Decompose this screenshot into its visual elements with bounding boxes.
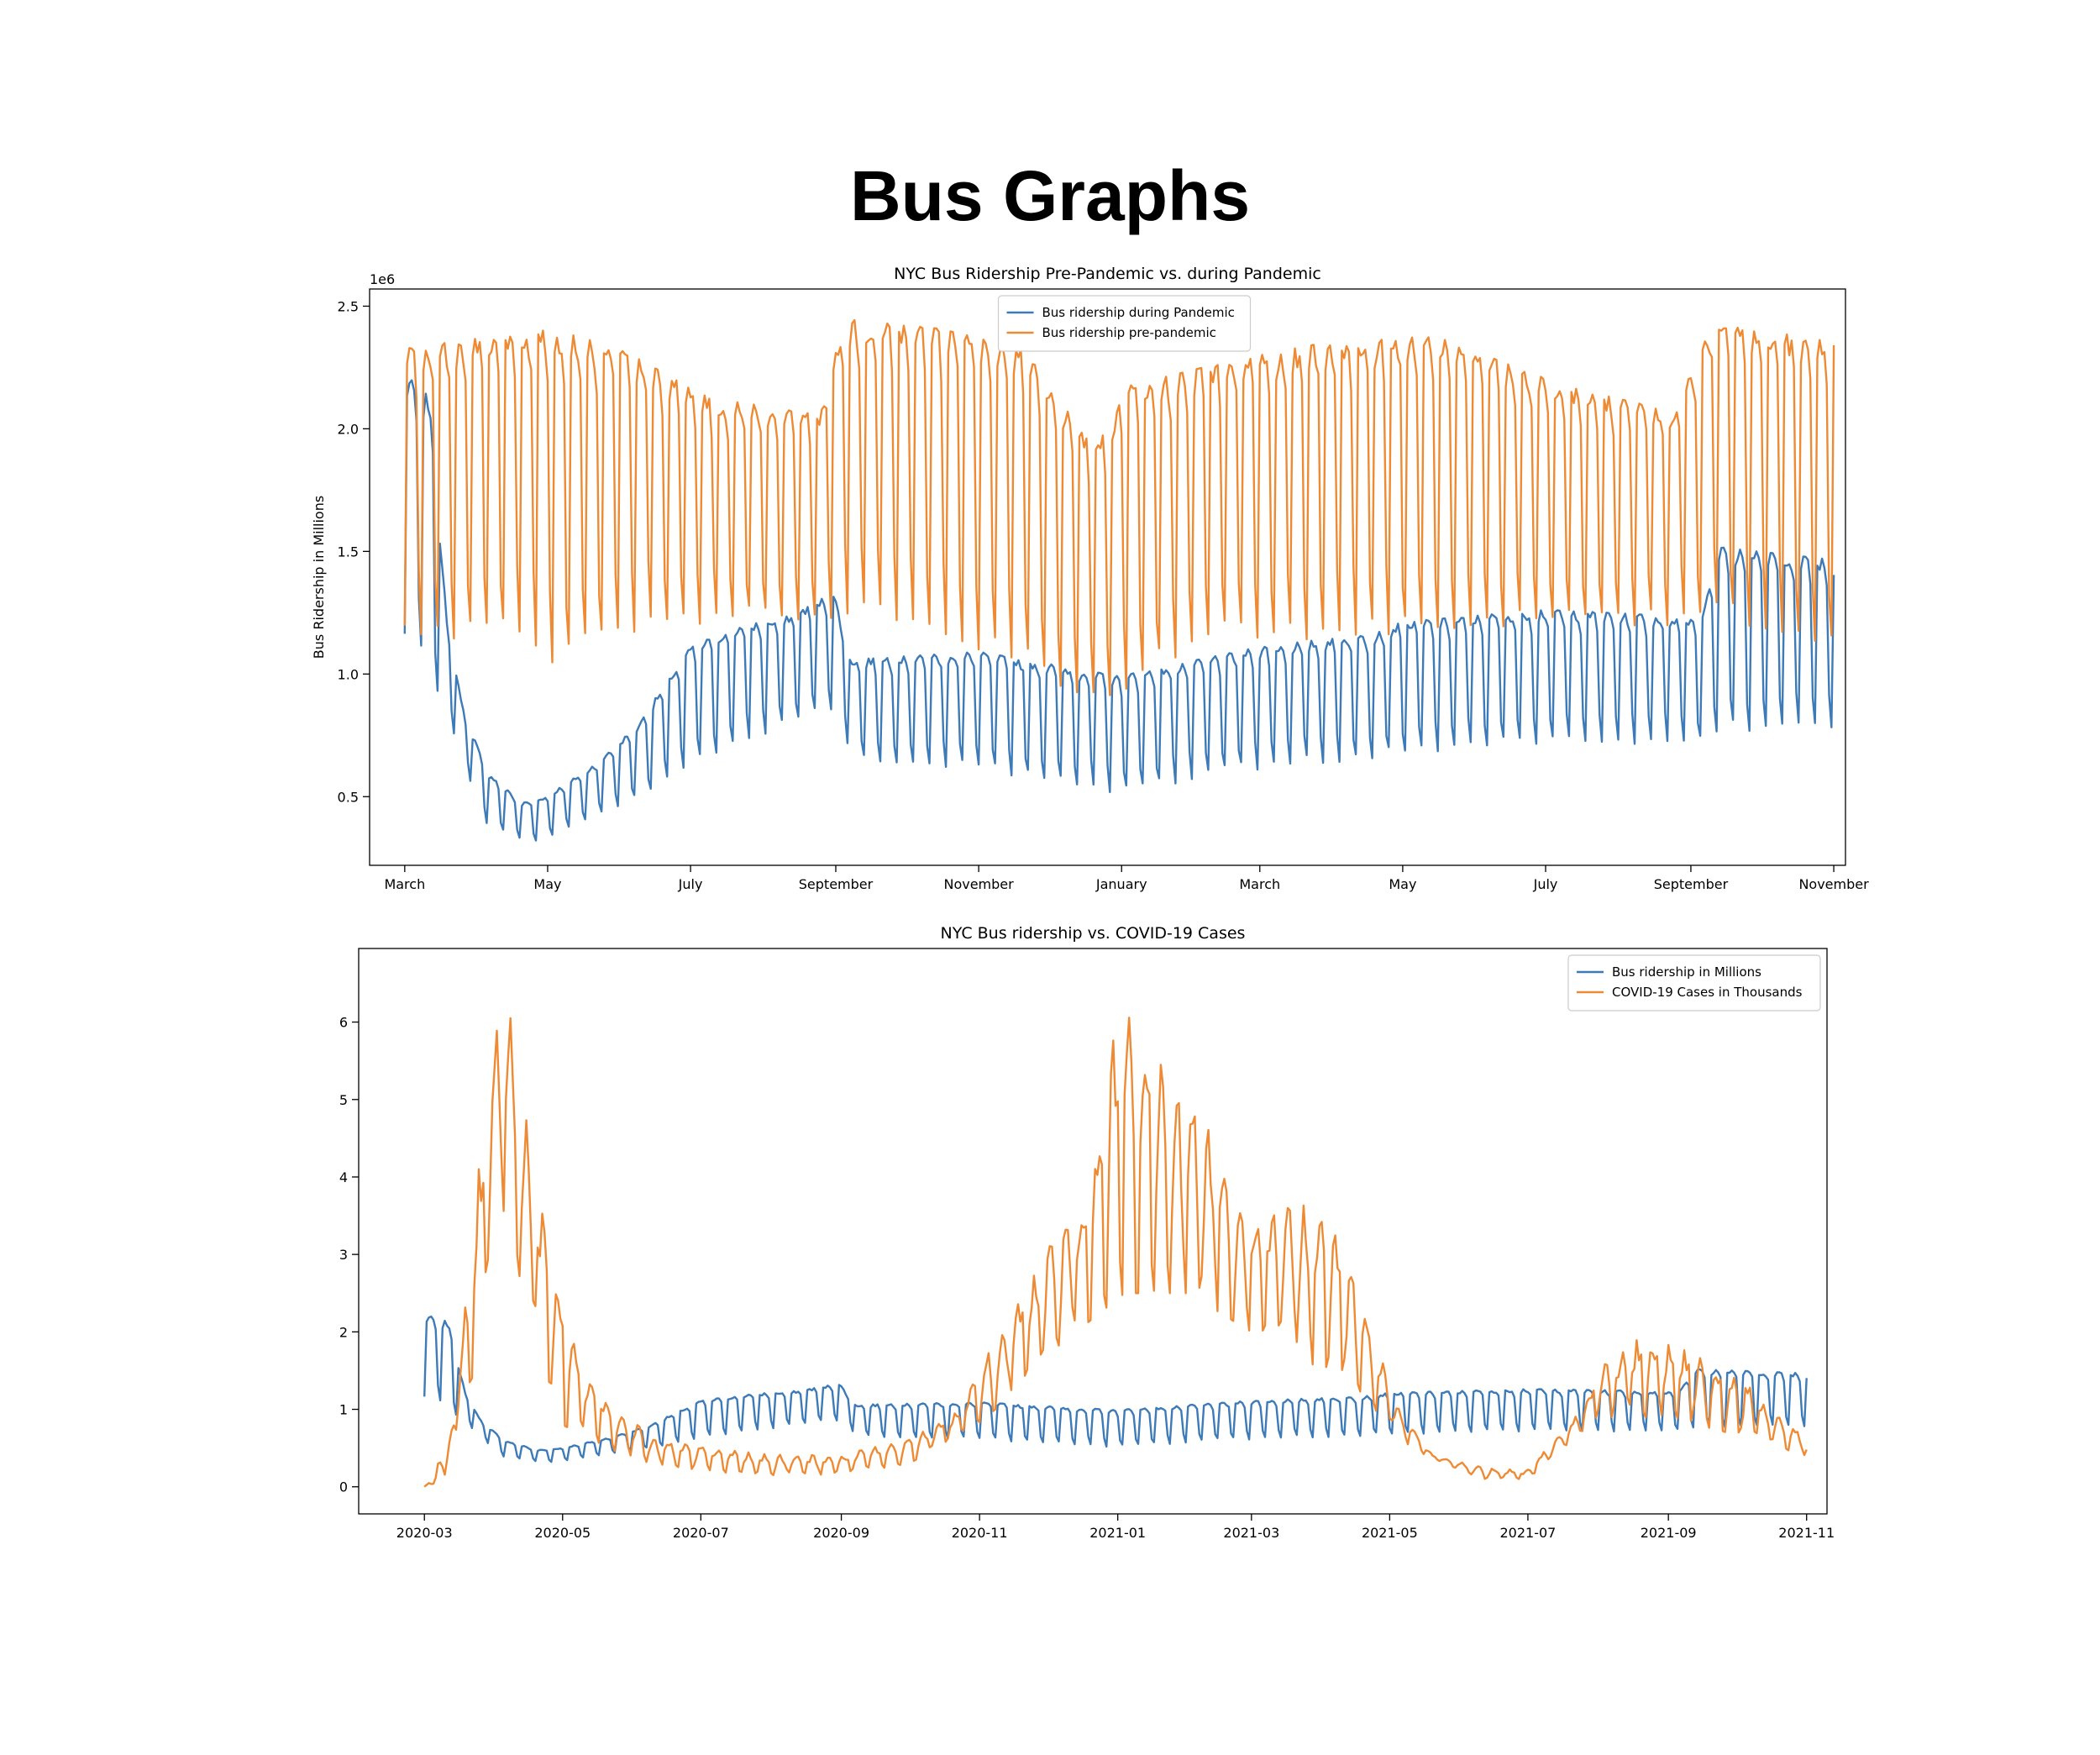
x-tick-label: 2021-03 bbox=[1223, 1525, 1279, 1541]
y-tick-label: 4 bbox=[339, 1169, 348, 1185]
plot-area bbox=[423, 1017, 1808, 1488]
x-tick-label: 2021-11 bbox=[1778, 1525, 1835, 1541]
x-tick-label: 2021-07 bbox=[1499, 1525, 1556, 1541]
x-tick-label: 2020-11 bbox=[952, 1525, 1008, 1541]
x-tick-label: November bbox=[1798, 876, 1869, 892]
y-tick-label: 1.0 bbox=[338, 666, 359, 682]
x-tick-label: July bbox=[1533, 876, 1558, 892]
y-tick-label: 2.0 bbox=[338, 421, 359, 437]
series-line-2 bbox=[403, 318, 1835, 696]
y-tick-label: 3 bbox=[339, 1247, 348, 1263]
plot-frame bbox=[369, 288, 1846, 866]
x-tick-label: January bbox=[1095, 876, 1147, 892]
y-tick-label: 1.5 bbox=[338, 544, 359, 560]
page-title: Bus Graphs bbox=[849, 156, 1251, 235]
chart-title: NYC Bus ridership vs. COVID-19 Cases bbox=[941, 924, 1246, 943]
ridership-vs-covid-chart: NYC Bus ridership vs. COVID-19 Cases2020… bbox=[339, 924, 1835, 1541]
x-tick-label: 2021-05 bbox=[1362, 1525, 1418, 1541]
x-tick-label: July bbox=[678, 876, 703, 892]
legend-label: COVID-19 Cases in Thousands bbox=[1612, 985, 1803, 1000]
x-tick-label: 2020-07 bbox=[673, 1525, 729, 1541]
series-line-1 bbox=[423, 1315, 1808, 1463]
x-tick-label: 2021-09 bbox=[1641, 1525, 1697, 1541]
x-tick-label: May bbox=[1389, 876, 1416, 892]
plot-frame bbox=[358, 948, 1828, 1515]
x-tick-label: November bbox=[943, 876, 1014, 892]
x-tick-label: 2020-03 bbox=[396, 1525, 453, 1541]
plot-area bbox=[403, 318, 1835, 842]
y-tick-label: 5 bbox=[339, 1092, 348, 1108]
x-tick-label: September bbox=[1654, 876, 1729, 892]
x-tick-label: March bbox=[384, 876, 425, 892]
legend: Bus ridership in Millions COVID-19 Cases … bbox=[1567, 954, 1821, 1011]
y-offset-label: 1e6 bbox=[370, 271, 395, 287]
x-tick-label: 2021-01 bbox=[1089, 1525, 1146, 1541]
legend: Bus ridership during Pandemic Bus ridersh… bbox=[997, 295, 1252, 352]
x-tick-label: September bbox=[799, 876, 874, 892]
y-tick-label: 1 bbox=[339, 1402, 348, 1418]
legend-box bbox=[1567, 954, 1821, 1011]
ridership-comparison-chart: NYC Bus Ridership Pre-Pandemic vs. durin… bbox=[311, 265, 1869, 892]
chart-title: NYC Bus Ridership Pre-Pandemic vs. durin… bbox=[894, 265, 1321, 283]
x-tick-label: May bbox=[533, 876, 561, 892]
y-axis-label: Bus Ridership in Millions bbox=[311, 496, 327, 659]
x-tick-label: March bbox=[1239, 876, 1280, 892]
legend-label: Bus ridership in Millions bbox=[1612, 964, 1761, 980]
y-tick-label: 2.5 bbox=[338, 298, 359, 314]
y-tick-label: 2 bbox=[339, 1324, 348, 1340]
series-line-2 bbox=[423, 1017, 1808, 1488]
y-tick-label: 6 bbox=[339, 1015, 348, 1031]
y-tick-label: 0 bbox=[339, 1479, 348, 1495]
legend-label: Bus ridership during Pandemic bbox=[1042, 305, 1235, 320]
y-tick-label: 0.5 bbox=[338, 789, 359, 805]
x-tick-label: 2020-05 bbox=[534, 1525, 591, 1541]
x-tick-label: 2020-09 bbox=[813, 1525, 869, 1541]
legend-box bbox=[997, 295, 1252, 352]
series-line-1 bbox=[403, 379, 1835, 842]
legend-label: Bus ridership pre-pandemic bbox=[1042, 325, 1216, 340]
